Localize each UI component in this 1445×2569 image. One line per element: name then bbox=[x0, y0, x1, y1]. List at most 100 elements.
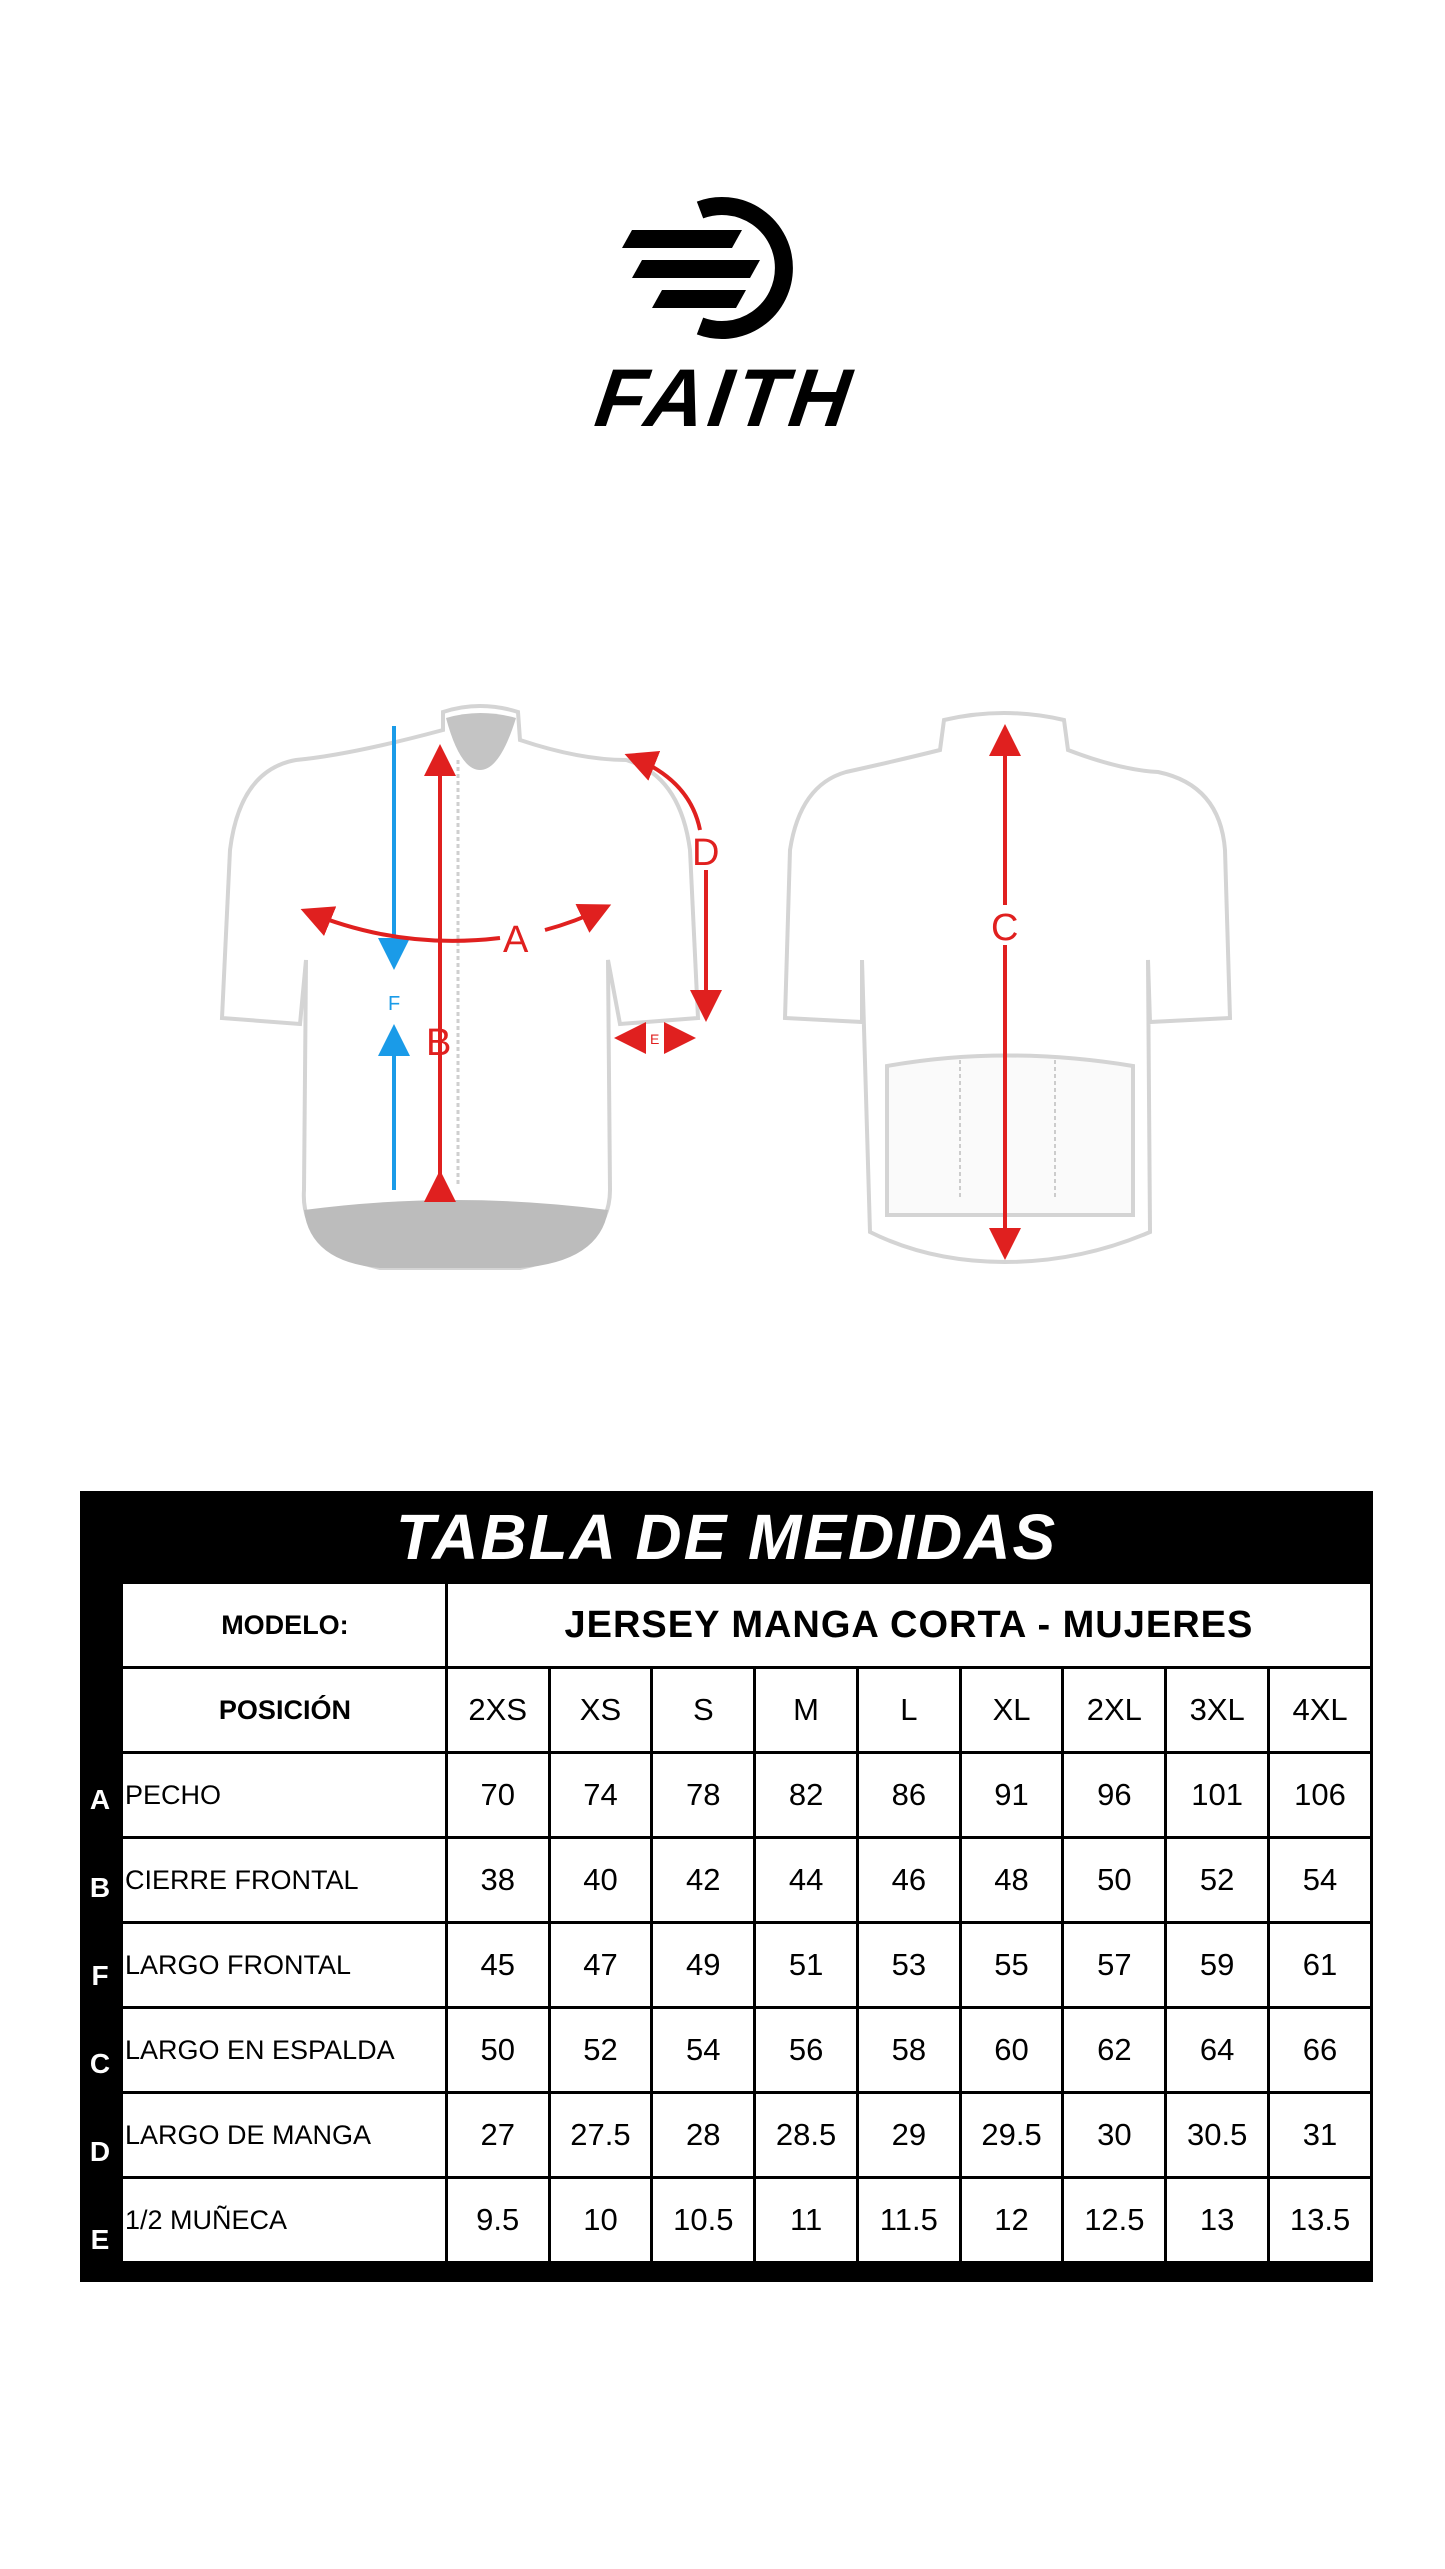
measure-value: 27.5 bbox=[547, 2091, 654, 2179]
measure-value: 50 bbox=[444, 2006, 551, 2094]
measure-value: 70 bbox=[444, 1751, 551, 1839]
measure-value: 106 bbox=[1267, 1751, 1373, 1839]
faith-logo-icon bbox=[622, 197, 793, 339]
measure-value: 48 bbox=[958, 1836, 1065, 1924]
measure-value: 10.5 bbox=[650, 2176, 757, 2264]
arrow-a-right bbox=[544, 904, 612, 933]
measure-value: 91 bbox=[958, 1751, 1065, 1839]
measure-value: 38 bbox=[444, 1836, 551, 1924]
measure-value: 56 bbox=[753, 2006, 859, 2094]
measure-value: 52 bbox=[1164, 1836, 1271, 1924]
measure-label: LARGO DE MANGA bbox=[120, 2091, 448, 2179]
arrow-d bbox=[624, 750, 702, 831]
arrow-a bbox=[300, 906, 501, 943]
table-row: LARGO DE MANGA 27 27.5 28 28.5 29 29.5 30 30.5 31 bbox=[120, 2091, 1373, 2179]
measure-label: PECHO bbox=[120, 1751, 448, 1839]
measure-value: 66 bbox=[1267, 2006, 1373, 2094]
measure-value: 28.5 bbox=[753, 2091, 859, 2179]
model-row: MODELO: JERSEY MANGA CORTA - MUJERES bbox=[120, 1581, 1374, 1669]
measure-value: 46 bbox=[856, 1836, 962, 1924]
row-letter: A bbox=[89, 1784, 111, 1815]
measure-value: 55 bbox=[958, 1921, 1065, 2009]
front-jersey bbox=[219, 704, 701, 1270]
size-header: 3XL bbox=[1164, 1666, 1271, 1754]
measure-value: 12.5 bbox=[1061, 2176, 1168, 2264]
measure-label: LARGO EN ESPALDA bbox=[120, 2006, 448, 2094]
measure-value: 52 bbox=[547, 2006, 654, 2094]
size-header: 2XL bbox=[1061, 1666, 1168, 1754]
measure-value: 54 bbox=[1267, 1836, 1373, 1924]
row-letter: E bbox=[90, 2224, 110, 2255]
measure-value: 62 bbox=[1061, 2006, 1168, 2094]
row-letter: F bbox=[91, 1960, 109, 1991]
measure-value: 61 bbox=[1267, 1921, 1373, 2009]
measure-arrows bbox=[300, 724, 1021, 1260]
size-header: S bbox=[650, 1666, 757, 1754]
label-f: F bbox=[388, 993, 400, 1015]
measure-value: 10 bbox=[547, 2176, 654, 2264]
model-value: JERSEY MANGA CORTA - MUJERES bbox=[444, 1581, 1374, 1669]
measure-value: 60 bbox=[958, 2006, 1065, 2094]
measure-value: 29 bbox=[856, 2091, 962, 2179]
row-letter: B bbox=[89, 1872, 111, 1903]
measure-value: 11.5 bbox=[856, 2176, 962, 2264]
measure-value: 59 bbox=[1164, 1921, 1271, 2009]
measure-value: 30 bbox=[1061, 2091, 1168, 2179]
measure-value: 13.5 bbox=[1267, 2176, 1373, 2264]
measure-value: 30.5 bbox=[1164, 2091, 1271, 2179]
measure-value: 86 bbox=[856, 1751, 962, 1839]
measure-value: 29.5 bbox=[958, 2091, 1065, 2179]
measure-value: 74 bbox=[547, 1751, 654, 1839]
size-header: XL bbox=[958, 1666, 1065, 1754]
size-header: L bbox=[856, 1666, 962, 1754]
row-letters: A B F C D E bbox=[80, 1756, 120, 2284]
label-b: B bbox=[426, 1022, 451, 1064]
size-header: 4XL bbox=[1267, 1666, 1373, 1754]
size-header: M bbox=[753, 1666, 859, 1754]
measure-value: 28 bbox=[650, 2091, 757, 2179]
measure-value: 11 bbox=[753, 2176, 859, 2264]
measure-value: 82 bbox=[753, 1751, 859, 1839]
measure-value: 57 bbox=[1061, 1921, 1168, 2009]
measure-value: 58 bbox=[856, 2006, 962, 2094]
table-row: 1/2 MUÑECA 9.5 10 10.5 11 11.5 12 12.5 13 13.5 bbox=[120, 2176, 1373, 2264]
measure-value: 13 bbox=[1164, 2176, 1271, 2264]
row-letter: C bbox=[89, 2048, 111, 2079]
label-e: E bbox=[650, 1031, 659, 1047]
measure-label: 1/2 MUÑECA bbox=[120, 2176, 448, 2264]
size-table: MODELO: JERSEY MANGA CORTA - MUJERES POS… bbox=[120, 1581, 1374, 2264]
measure-value: 64 bbox=[1164, 2006, 1271, 2094]
measure-value: 78 bbox=[650, 1751, 757, 1839]
measure-value: 101 bbox=[1164, 1751, 1271, 1839]
position-label: POSICIÓN bbox=[120, 1666, 448, 1754]
size-chart-title: TABLA DE MEDIDAS bbox=[395, 1501, 1058, 1573]
measure-label: CIERRE FRONTAL bbox=[120, 1836, 448, 1924]
table-row: LARGO FRONTAL 45 47 49 51 53 55 57 59 61 bbox=[120, 1921, 1373, 2009]
measure-value: 53 bbox=[856, 1921, 962, 2009]
table-row: LARGO EN ESPALDA 50 52 54 56 58 60 62 64 66 bbox=[120, 2006, 1373, 2094]
measure-label: LARGO FRONTAL bbox=[120, 1921, 448, 2009]
measure-value: 54 bbox=[650, 2006, 757, 2094]
row-letter: D bbox=[89, 2136, 111, 2167]
measure-value: 96 bbox=[1061, 1751, 1168, 1839]
measure-value: 42 bbox=[650, 1836, 757, 1924]
measure-value: 40 bbox=[547, 1836, 654, 1924]
model-label: MODELO: bbox=[120, 1581, 448, 1669]
measure-value: 47 bbox=[547, 1921, 654, 2009]
label-c: C bbox=[991, 907, 1018, 949]
table-row: CIERRE FRONTAL 38 40 42 44 46 48 50 52 54 bbox=[120, 1836, 1373, 1924]
measure-value: 51 bbox=[753, 1921, 859, 2009]
measure-value: 44 bbox=[753, 1836, 859, 1924]
measure-value: 45 bbox=[444, 1921, 551, 2009]
size-header: XS bbox=[547, 1666, 654, 1754]
measure-value: 12 bbox=[958, 2176, 1065, 2264]
back-jersey bbox=[782, 711, 1233, 1265]
measure-value: 27 bbox=[444, 2091, 551, 2179]
label-d: D bbox=[692, 832, 719, 874]
measure-value: 49 bbox=[650, 1921, 757, 2009]
table-row: PECHO 70 74 78 82 86 91 96 101 106 bbox=[120, 1751, 1373, 1839]
label-a: A bbox=[503, 919, 529, 961]
measure-value: 50 bbox=[1061, 1836, 1168, 1924]
size-chart: TABLA DE MEDIDAS A B F C D E MODELO: JER… bbox=[80, 1491, 1374, 2284]
jersey-measurement-diagram: A B C D E F bbox=[219, 704, 1233, 1270]
